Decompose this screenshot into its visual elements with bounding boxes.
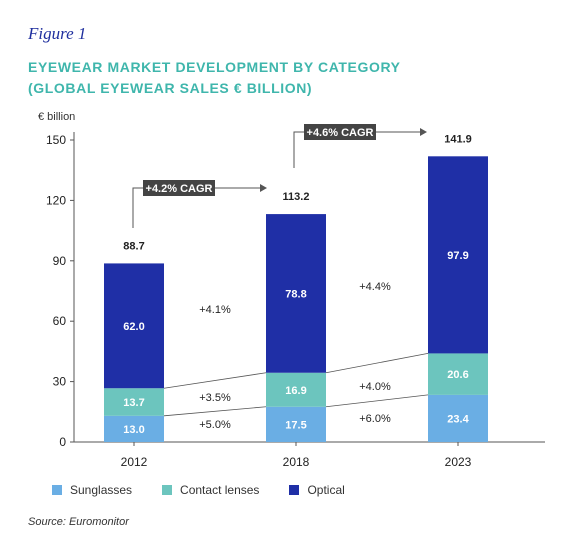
growth-connector-line [163, 406, 267, 417]
y-tick-label: 60 [53, 314, 67, 328]
cagr-arrowhead [420, 128, 427, 136]
legend-swatch-sunglasses [52, 485, 62, 495]
data-label-optical-2018: 78.8 [285, 288, 306, 300]
legend: Sunglasses Contact lenses Optical [52, 483, 375, 497]
growth-connector-line [325, 394, 429, 408]
bar-optical-2023 [428, 156, 488, 354]
data-label-optical-2012: 62.0 [123, 321, 144, 333]
legend-swatch-contact-lenses [162, 485, 173, 495]
y-tick-label: 30 [53, 375, 67, 389]
y-tick-label: 120 [46, 193, 66, 207]
figure-label: Figure 1 [28, 24, 87, 43]
bar-contact-lenses-2023 [428, 353, 488, 395]
x-tick-label: 2023 [445, 455, 472, 469]
chart-title: EYEWEAR MARKET DEVELOPMENT BY CATEGORY (… [28, 57, 401, 99]
x-tick-label: 2018 [283, 455, 310, 469]
legend-label-optical: Optical [307, 483, 345, 497]
data-label-optical-2023: 97.9 [447, 250, 468, 262]
legend-item-sunglasses: Sunglasses [52, 483, 132, 497]
data-label-contact-lenses-2023: 20.6 [447, 369, 468, 381]
x-tick-label: 2012 [121, 455, 148, 469]
y-tick-label: 150 [46, 133, 66, 147]
chart-title-line-1: EYEWEAR MARKET DEVELOPMENT BY CATEGORY [28, 59, 401, 75]
chart-title-line-2: (GLOBAL EYEWEAR SALES € BILLION) [28, 80, 313, 96]
growth-label-optical-2012-2018: +4.1% [199, 304, 231, 316]
growth-label-contact-lenses-2018-2023: +4.0% [359, 381, 391, 393]
bar-optical-2018 [266, 214, 326, 373]
growth-connector-line [163, 372, 267, 389]
bar-optical-2012 [104, 263, 164, 389]
y-tick-label: 90 [53, 254, 67, 268]
bar-contact-lenses-2012 [104, 388, 164, 416]
legend-label-contact-lenses: Contact lenses [180, 483, 260, 497]
cagr-connector [293, 131, 420, 168]
total-label-2018: 113.2 [283, 191, 310, 203]
y-axis-label: € billion [38, 111, 76, 123]
cagr-label-2012-2018: +4.2% CAGR [146, 183, 213, 195]
legend-swatch-optical [289, 485, 300, 495]
chart-canvas: 0 30 60 90 120 150 13.0 13.7 62.0 2012 88.7 17.5 16.… [46, 124, 545, 469]
data-label-sunglasses-2012: 13.0 [123, 424, 144, 436]
cagr-box [304, 124, 376, 140]
legend-item-optical: Optical [289, 483, 345, 497]
growth-label-sunglasses-2012-2018: +5.0% [199, 419, 231, 431]
data-label-contact-lenses-2018: 16.9 [285, 385, 306, 397]
growth-connector-line [325, 353, 429, 374]
legend-item-contact-lenses: Contact lenses [162, 483, 259, 497]
source-note: Source: Euromonitor [28, 516, 129, 528]
cagr-box [143, 180, 215, 196]
cagr-arrowhead [260, 184, 267, 192]
growth-label-contact-lenses-2012-2018: +3.5% [199, 392, 231, 404]
data-label-sunglasses-2023: 23.4 [447, 413, 469, 425]
data-label-contact-lenses-2012: 13.7 [123, 397, 144, 409]
bar-sunglasses-2018 [266, 406, 326, 442]
y-tick-label: 0 [59, 435, 66, 449]
growth-label-sunglasses-2018-2023: +6.0% [359, 413, 391, 425]
bar-contact-lenses-2018 [266, 372, 326, 407]
legend-label-sunglasses: Sunglasses [70, 483, 133, 497]
data-label-sunglasses-2018: 17.5 [285, 419, 306, 431]
bar-sunglasses-2023 [428, 394, 488, 442]
cagr-connector [132, 187, 260, 228]
cagr-label-2018-2023: +4.6% CAGR [307, 127, 374, 139]
total-label-2023: 141.9 [444, 133, 472, 145]
bar-sunglasses-2012 [104, 415, 164, 442]
growth-label-optical-2018-2023: +4.4% [359, 281, 391, 293]
total-label-2012: 88.7 [123, 240, 144, 252]
